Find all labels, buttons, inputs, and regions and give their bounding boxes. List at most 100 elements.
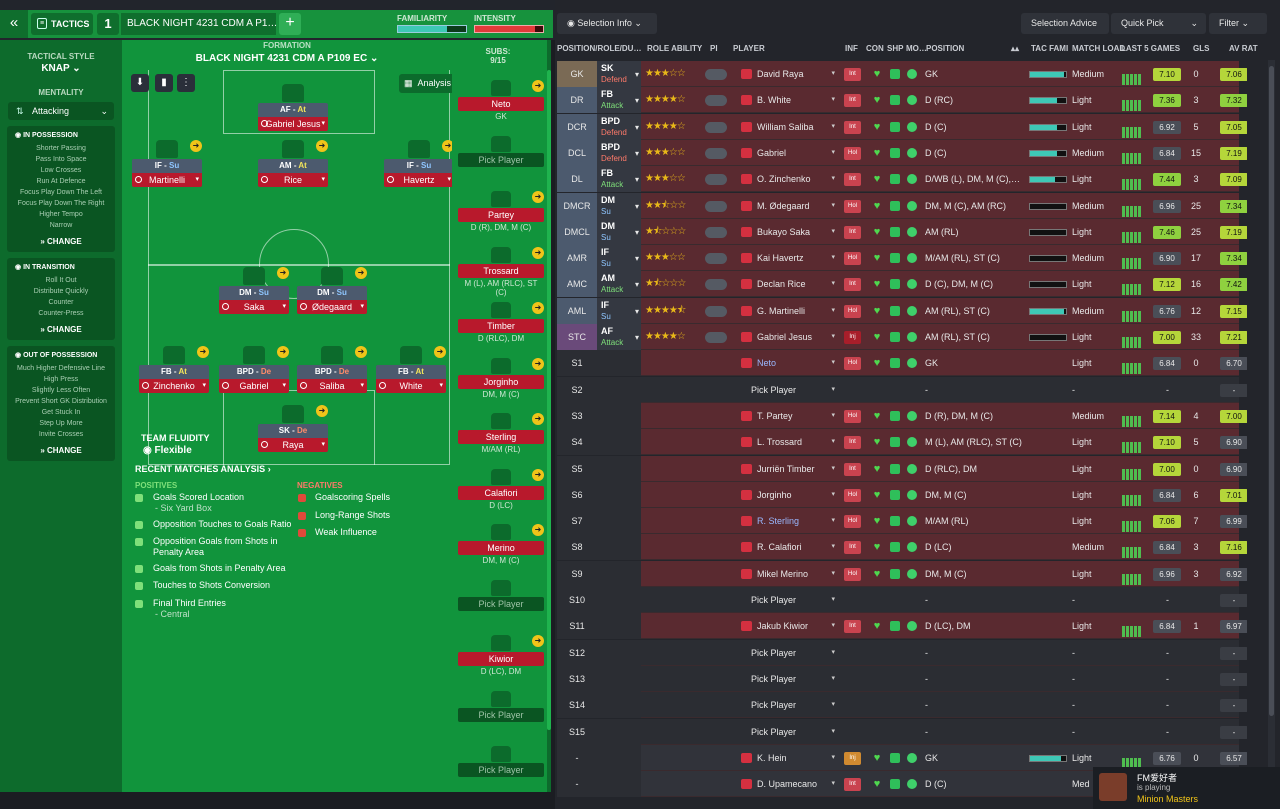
sub-slot[interactable]: Partey D (R), DM, M (C) ➜	[458, 191, 544, 232]
sub-slot[interactable]: Neto GK ➜	[458, 80, 544, 121]
player-name-box[interactable]: Martinelli ▾	[132, 173, 202, 187]
mentality-dropdown[interactable]: ⇅ Attacking ⌄	[8, 102, 114, 120]
table-row[interactable]: S10 Pick Player ▾ - - - -	[557, 587, 1247, 613]
add-tactic-button[interactable]: +	[279, 13, 301, 35]
table-row[interactable]: S1 Neto ▾ Hol ♥ GK Light 6.84 0 6.70	[557, 350, 1247, 377]
row-player[interactable]: R. Calafiori ▾	[733, 534, 839, 560]
list-tool-button[interactable]: ⋮	[177, 74, 195, 92]
analysis-title[interactable]: RECENT MATCHES ANALYSIS ›	[135, 464, 271, 474]
row-role[interactable]: FB Attack ▾	[597, 166, 641, 193]
row-player[interactable]: Gabriel Jesus ▾	[733, 324, 839, 350]
sub-name[interactable]: Neto	[458, 97, 544, 111]
table-row[interactable]: S14 Pick Player ▾ - - - -	[557, 692, 1247, 719]
col-mo[interactable]: MO…	[906, 44, 927, 53]
table-row[interactable]: AMR IF Su ▾ ★★★☆☆ Kai Havertz ▾ Hol ♥ M/AM (RL), …	[557, 245, 1247, 272]
col-last5[interactable]: LAST 5 GAMES	[1121, 44, 1181, 53]
row-player[interactable]: Pick Player ▾	[733, 587, 839, 613]
row-role[interactable]	[597, 560, 641, 587]
col-position-role[interactable]: POSITION/ROLE/DU…	[557, 44, 642, 53]
row-role[interactable]: BPD Defend ▾	[597, 139, 641, 166]
row-role[interactable]	[597, 665, 641, 692]
row-player[interactable]: Kai Havertz ▾	[733, 245, 839, 271]
row-player[interactable]: Pick Player ▾	[733, 719, 839, 745]
table-row[interactable]: STC AF Attack ▾ ★★★★☆ Gabriel Jesus ▾ Inj ♥ AM (R…	[557, 324, 1247, 350]
col-inf[interactable]: INF	[845, 44, 858, 53]
player-name-box[interactable]: White ▾	[376, 379, 446, 393]
sub-name[interactable]: Jorginho	[458, 374, 544, 389]
table-row[interactable]: S15 Pick Player ▾ - - - -	[557, 718, 1247, 745]
row-player[interactable]: G. Martinelli ▾	[733, 298, 839, 324]
row-player[interactable]: D. Upamecano ▾	[733, 771, 839, 797]
pitch-player[interactable]: AF - At Gabriel Jesus ▾	[258, 84, 328, 131]
player-name-box[interactable]: Gabriel Jesus ▾	[258, 117, 328, 131]
player-name-box[interactable]: Havertz ▾	[384, 173, 454, 187]
selection-info-button[interactable]: ◉ Selection Info ⌄	[557, 13, 657, 34]
row-player[interactable]: Pick Player ▾	[733, 640, 839, 666]
pi-toggle[interactable]	[702, 324, 730, 350]
sub-name[interactable]: Partey	[458, 208, 544, 222]
row-role[interactable]	[597, 402, 641, 429]
row-role[interactable]: SK Defend ▾	[597, 61, 641, 87]
sub-slot[interactable]: Sterling M/AM (RL) ➜	[458, 413, 544, 454]
col-con[interactable]: CON	[866, 44, 884, 53]
pi-toggle[interactable]	[702, 140, 730, 166]
pitch-player[interactable]: FB - At Zinchenko ▾	[139, 346, 209, 393]
formation-name[interactable]: BLACK NIGHT 4231 CDM A P109 EC ⌄	[195, 53, 379, 64]
row-role[interactable]	[597, 639, 641, 666]
pitch-player[interactable]: IF - Su Martinelli ▾	[132, 140, 202, 187]
row-player[interactable]: Jakub Kiwior ▾	[733, 613, 839, 639]
change-possession-button[interactable]: » CHANGE	[40, 237, 82, 246]
row-player[interactable]: M. Ødegaard ▾	[733, 193, 839, 219]
row-role[interactable]	[597, 613, 641, 640]
row-role[interactable]: FB Attack ▾	[597, 87, 641, 114]
table-row[interactable]: DCL BPD Defend ▾ ★★★☆☆ Gabriel ▾ Hol ♥ D (C) Mediu…	[557, 139, 1247, 166]
col-shp[interactable]: SHP	[887, 44, 904, 53]
table-row[interactable]: - K. Hein ▾ Inj ♥ GK Light 6.76 0 6.57	[557, 744, 1247, 771]
pi-toggle[interactable]	[702, 114, 730, 140]
pick-player-button[interactable]: Pick Player	[458, 763, 544, 777]
pitch-player[interactable]: FB - At White ▾	[376, 346, 446, 393]
pi-toggle[interactable]	[702, 166, 730, 192]
row-role[interactable]	[597, 587, 641, 613]
table-row[interactable]: AMC AM Attack ▾ ★⯪☆☆☆ Declan Rice ▾ Int ♥ D (C), …	[557, 271, 1247, 298]
pick-player-button[interactable]: Pick Player	[458, 152, 544, 167]
filter-button[interactable]: Filter ⌄	[1209, 13, 1267, 34]
row-player[interactable]: Pick Player ▾	[733, 692, 839, 718]
table-row[interactable]: DMCR DM Su ▾ ★★⯪☆☆ M. Ødegaard ▾ Hol ♥ DM, M (C),…	[557, 192, 1247, 219]
sub-name[interactable]: Kiwior	[458, 652, 544, 666]
analysis-button[interactable]: ▦ Analysis	[399, 74, 455, 93]
table-row[interactable]: S6 Jorginho ▾ Hol ♥ DM, M (C) Light 6.84 6 7.01	[557, 481, 1247, 508]
tactical-style-value[interactable]: KNAP ⌄	[41, 63, 81, 74]
table-row[interactable]: S9 Mikel Merino ▾ Hol ♥ DM, M (C) Light 6.96 3 6.…	[557, 560, 1247, 587]
player-name-box[interactable]: Rice ▾	[258, 173, 328, 187]
table-row[interactable]: S7 R. Sterling ▾ Hol ♥ M/AM (RL) Light 7.06 7 6.9…	[557, 508, 1247, 535]
table-row[interactable]: S13 Pick Player ▾ - - - -	[557, 665, 1247, 692]
pi-toggle[interactable]	[702, 219, 730, 245]
change-out-of-possession-button[interactable]: » CHANGE	[40, 446, 82, 455]
tactic-name-dropdown[interactable]: BLACK NIGHT 4231 CDM A P1… ⌄	[121, 13, 276, 35]
col-gls[interactable]: GLS	[1193, 44, 1210, 53]
row-player[interactable]: Declan Rice ▾	[733, 271, 839, 297]
pitch-player[interactable]: BPD - De Gabriel ▾	[219, 346, 289, 393]
sub-slot[interactable]: Merino DM, M (C) ➜	[458, 524, 544, 565]
col-player[interactable]: PLAYER	[733, 44, 765, 53]
row-player[interactable]: T. Partey ▾	[733, 403, 839, 429]
table-row[interactable]: GK SK Defend ▾ ★★★☆☆ David Raya ▾ Int ♥ GK Medium 7…	[557, 61, 1247, 87]
row-role[interactable]	[597, 455, 641, 482]
row-role[interactable]	[597, 744, 641, 771]
sub-name[interactable]: Sterling	[458, 430, 544, 444]
table-row[interactable]: DCR BPD Defend ▾ ★★★★☆ William Saliba ▾ Int ♥ D (…	[557, 113, 1247, 140]
table-row[interactable]: S5 Jurriën Timber ▾ Int ♥ D (RLC), DM Light 7.0…	[557, 455, 1247, 482]
pitch-player[interactable]: DM - Su Ødegaard ▾	[297, 267, 367, 314]
pi-toggle[interactable]	[702, 61, 730, 87]
selection-advice-button[interactable]: Selection Advice	[1021, 13, 1109, 34]
row-role[interactable]: AF Attack ▾	[597, 324, 641, 350]
row-role[interactable]: IF Su ▾	[597, 297, 641, 324]
row-role[interactable]: DM Su ▾	[597, 192, 641, 219]
col-pi[interactable]: PI	[710, 44, 718, 53]
col-av-rat[interactable]: AV RAT	[1229, 44, 1258, 53]
pick-player-button[interactable]: Pick Player	[458, 596, 544, 611]
pick-player-button[interactable]: Pick Player	[458, 707, 544, 722]
pitch-player[interactable]: SK - De Raya ▾	[258, 405, 328, 452]
row-role[interactable]: IF Su ▾	[597, 245, 641, 272]
